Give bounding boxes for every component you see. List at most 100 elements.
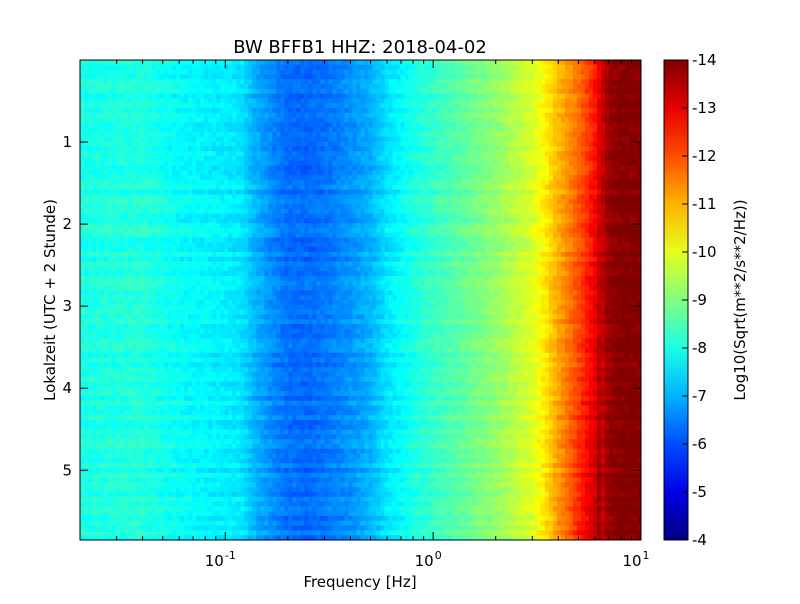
heatmap-cell [409,151,414,156]
heatmap-cell [156,194,161,199]
heatmap-cell [220,103,225,108]
heatmap-cell [629,79,634,84]
heatmap-cell [525,180,530,185]
heatmap-cell [344,142,349,147]
heatmap-cell [332,89,337,94]
heatmap-cell [369,166,374,171]
heatmap-cell [344,146,349,151]
heatmap-cell [276,166,281,171]
heatmap-cell [268,214,273,219]
heatmap-cell [629,194,634,199]
heatmap-cell [196,79,201,84]
heatmap-cell [501,142,506,147]
heatmap-cell [409,214,414,219]
heatmap-cell [581,166,586,171]
heatmap-cell [160,74,165,79]
heatmap-cell [549,60,554,65]
heatmap-cell [381,108,386,113]
heatmap-cell [577,60,582,65]
heatmap-cell [316,84,321,89]
heatmap-cell [437,89,442,94]
heatmap-cell [529,108,534,113]
heatmap-cell [569,151,574,156]
heatmap-cell [240,156,245,161]
heatmap-cell [453,60,458,65]
heatmap-cell [144,122,149,127]
heatmap-cell [493,118,498,123]
heatmap-cell [228,194,233,199]
heatmap-cell [393,74,398,79]
heatmap-cell [284,199,289,204]
heatmap-cell [320,170,325,175]
heatmap-cell [521,223,526,228]
heatmap-cell [264,60,269,65]
heatmap-cell [92,228,97,233]
heatmap-cell [328,156,333,161]
heatmap-cell [433,194,438,199]
heatmap-cell [389,65,394,70]
heatmap-cell [88,108,93,113]
heatmap-cell [208,94,213,99]
heatmap-cell [112,161,117,166]
heatmap-cell [332,223,337,228]
heatmap-cell [405,108,410,113]
heatmap-cell [268,65,273,70]
heatmap-cell [441,209,446,214]
heatmap-cell [401,175,406,180]
heatmap-cell [348,218,353,223]
heatmap-cell [288,79,293,84]
heatmap-cell [128,175,133,180]
heatmap-cell [601,166,606,171]
heatmap-cell [501,98,506,103]
heatmap-cell [405,84,410,89]
heatmap-cell [597,127,602,132]
heatmap-cell [356,185,361,190]
heatmap-cell [224,199,229,204]
heatmap-cell [577,180,582,185]
heatmap-cell [164,223,169,228]
heatmap-cell [356,70,361,75]
heatmap-cell [365,185,370,190]
heatmap-cell [625,98,630,103]
heatmap-cell [272,79,277,84]
heatmap-cell [465,74,470,79]
heatmap-cell [268,113,273,118]
heatmap-cell [352,74,357,79]
heatmap-cell [605,185,610,190]
heatmap-cell [541,84,546,89]
heatmap-cell [268,74,273,79]
heatmap-cell [120,74,125,79]
heatmap-cell [617,146,622,151]
heatmap-cell [240,103,245,108]
heatmap-cell [389,180,394,185]
heatmap-cell [585,204,590,209]
heatmap-cell [469,204,474,209]
heatmap-cell [164,98,169,103]
heatmap-cell [393,103,398,108]
heatmap-cell [144,94,149,99]
heatmap-cell [633,84,638,89]
heatmap-cell [92,156,97,161]
heatmap-cell [176,108,181,113]
heatmap-cell [629,84,634,89]
heatmap-cell [344,151,349,156]
heatmap-cell [409,146,414,151]
heatmap-cell [605,218,610,223]
heatmap-cell [521,146,526,151]
heatmap-cell [168,161,173,166]
heatmap-cell [449,132,454,137]
heatmap-cell [184,74,189,79]
heatmap-cell [569,190,574,195]
heatmap-cell [316,161,321,166]
heatmap-cell [509,190,514,195]
heatmap-cell [469,108,474,113]
heatmap-cell [152,161,157,166]
heatmap-cell [433,118,438,123]
heatmap-cell [132,228,137,233]
heatmap-cell [324,204,329,209]
heatmap-cell [377,180,382,185]
heatmap-cell [481,185,486,190]
heatmap-cell [292,180,297,185]
heatmap-cell [621,70,626,75]
heatmap-cell [505,79,510,84]
